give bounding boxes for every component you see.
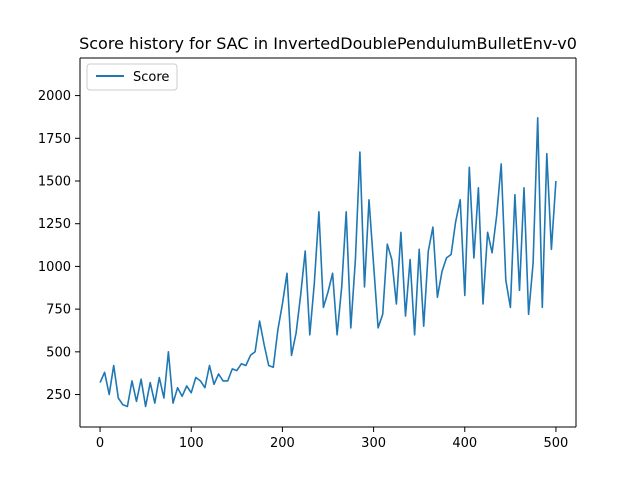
y-tick-label: 2000: [38, 89, 71, 104]
legend: Score: [86, 63, 178, 91]
axes-layer: 0 100 200 300 400 500 250 500 750 1000 1250 1500 175…: [38, 57, 577, 451]
x-tick-label: 400: [452, 436, 477, 451]
series-layer: [99, 117, 557, 408]
x-tick-label: 200: [270, 436, 295, 451]
legend-label-score: Score: [133, 70, 169, 85]
y-tick-label: 1250: [38, 217, 71, 232]
x-tick-label: 500: [544, 436, 569, 451]
plot-background: [80, 58, 576, 427]
y-tick-label: 250: [46, 388, 71, 403]
y-tick-label: 1000: [38, 260, 71, 275]
x-tick-label: 300: [361, 436, 386, 451]
chart-title: Score history for SAC in InvertedDoubleP…: [79, 34, 577, 53]
y-tick-label: 750: [46, 303, 71, 318]
y-tick-label: 500: [46, 345, 71, 360]
y-tick-label: 1500: [38, 175, 71, 190]
legend-box: [86, 63, 178, 91]
x-tick-label: 0: [96, 436, 104, 451]
series-line-score: [99, 117, 557, 408]
x-tick-label: 100: [179, 436, 204, 451]
plot-area: [80, 58, 576, 427]
y-tick-label: 1750: [38, 132, 71, 147]
